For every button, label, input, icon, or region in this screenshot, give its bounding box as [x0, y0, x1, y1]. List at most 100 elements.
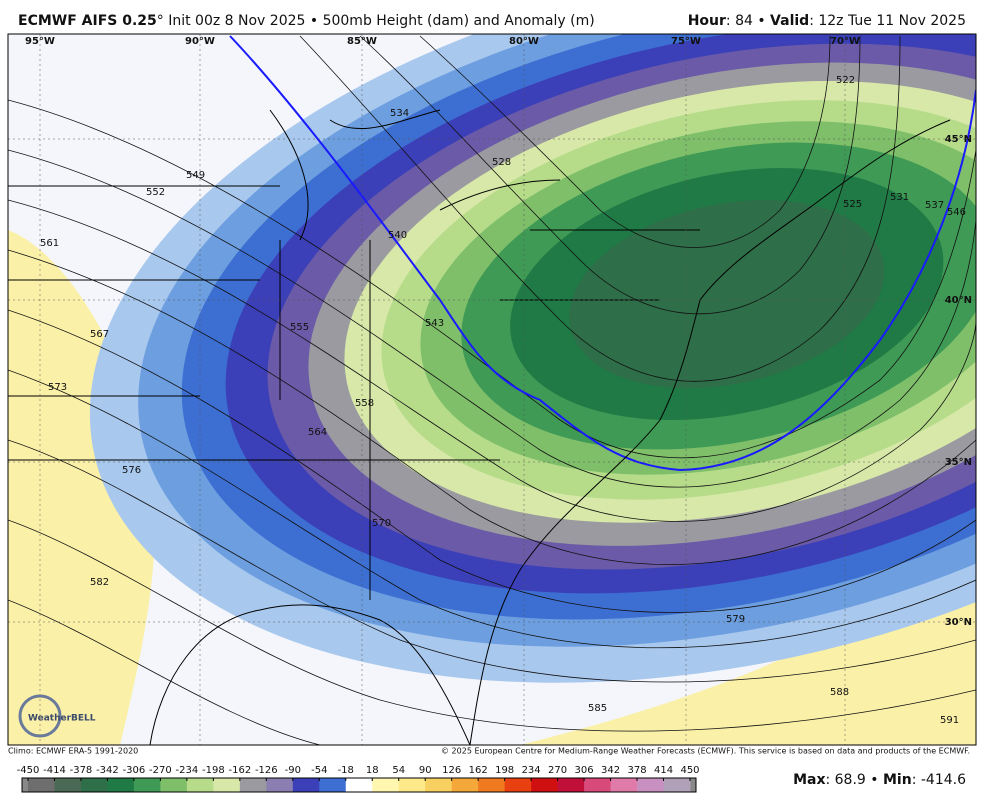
colorbar-tick-label: -126	[255, 765, 278, 776]
colorbar-tick-label: 54	[392, 765, 405, 776]
colorbar-swatch	[584, 778, 612, 792]
text-segment: Min	[883, 772, 912, 788]
colorbar-tick-label: 18	[366, 765, 379, 776]
text-segment: Valid	[770, 13, 809, 29]
contour-line	[8, 599, 321, 745]
anomaly-positive-southeast	[520, 540, 976, 745]
contour-line	[8, 199, 976, 522]
logo-swirl	[18, 694, 62, 738]
colorbar-swatch	[637, 778, 665, 792]
contour-line	[8, 99, 976, 459]
colorbar-swatch	[557, 778, 585, 792]
contour-label: 570	[372, 518, 391, 529]
colorbar-swatch	[292, 778, 320, 792]
anomaly-shading	[89, 34, 976, 683]
colorbar-tick-label: -450	[17, 765, 40, 776]
colorbar-tick-label: -414	[43, 765, 66, 776]
colorbar-swatch	[28, 778, 55, 792]
colorbar-tick-label: -18	[338, 765, 354, 776]
max-min-stats: Max: 68.9 • Min: -414.6	[793, 772, 966, 788]
colorbar-swatch	[80, 778, 108, 792]
contour-labels: 534 528 522 525 531 537 546 549 552 561 …	[40, 75, 966, 726]
logo-text: WeatherBELL	[28, 714, 96, 724]
contour-line	[8, 309, 976, 613]
colorbar-outline	[21, 777, 697, 793]
anomaly-band	[569, 199, 885, 389]
text-segment: : 12z Tue 11 Nov 2025	[809, 13, 966, 29]
text-segment: Hour	[688, 13, 726, 29]
longitude-label: 95°W	[25, 36, 55, 47]
atlantic-coast	[469, 119, 951, 745]
contour-line	[419, 35, 831, 248]
contour-label: 588	[830, 687, 849, 698]
colorbar-tick-label: -162	[228, 765, 251, 776]
contour-label: 534	[390, 108, 409, 119]
colorbar-swatch	[372, 778, 400, 792]
colorbar-tick-label: -342	[96, 765, 119, 776]
contour-label: 543	[425, 318, 444, 329]
colorbar-tick-label: -198	[202, 765, 225, 776]
contour-label: 573	[48, 382, 67, 393]
colorbar-swatch	[345, 778, 373, 792]
colorbar-swatch	[213, 778, 241, 792]
contour-label: 522	[836, 75, 855, 86]
colorbar-swatch	[478, 778, 506, 792]
longitude-label: 75°W	[671, 36, 701, 47]
contour-label: 552	[146, 187, 165, 198]
longitude-label: 90°W	[185, 36, 215, 47]
contour-label: 567	[90, 329, 109, 340]
graticule	[8, 34, 976, 745]
colorbar-swatch	[266, 778, 294, 792]
contour-label: 576	[122, 465, 141, 476]
contour-label: 591	[940, 715, 959, 726]
colorbar-tick-label: 414	[654, 765, 673, 776]
colorbar-swatch	[133, 778, 161, 792]
colorbar-tick-label: -54	[311, 765, 327, 776]
header-valid: Hour: 84 • Valid: 12z Tue 11 Nov 2025	[688, 13, 966, 29]
colorbar-tick-label: -270	[149, 765, 172, 776]
logo: WeatherBELL	[18, 694, 96, 738]
map-frame	[7, 33, 977, 746]
colorbar-swatch	[239, 778, 267, 792]
colorbar-tick-label: 234	[522, 765, 541, 776]
contour-line	[359, 35, 861, 315]
contour-line	[8, 149, 976, 488]
contour-label: 546	[947, 207, 966, 218]
colorbar-tick-label: 342	[601, 765, 620, 776]
contour-line	[8, 249, 976, 565]
longitude-label: 70°W	[830, 36, 860, 47]
colorbar-tick-label: 90	[419, 765, 432, 776]
colorbar-tick-label: 450	[680, 765, 699, 776]
colorbar-swatch	[319, 778, 347, 792]
gulf-coast	[149, 604, 471, 745]
latitude-label: 45°N	[945, 134, 972, 145]
contour-label: 531	[890, 192, 909, 203]
text-segment: ° Init 00z 8 Nov 2025 • 500mb Height (da…	[157, 13, 595, 29]
contour-line	[8, 439, 976, 683]
colorbar-tick-label: 162	[469, 765, 488, 776]
text-segment: : 84 •	[726, 13, 770, 29]
contour-label: 537	[925, 200, 944, 211]
height-contours	[8, 35, 976, 745]
contour-label: 525	[843, 199, 862, 210]
latitude-label: 40°N	[945, 295, 972, 306]
contour-label: 579	[726, 614, 745, 625]
colorbar: -450 -414 -378 -342 -306 -270 -234 -198 -162 -126…	[17, 765, 700, 793]
map-area: 534 528 522 525 531 537 546 549 552 561 …	[8, 34, 976, 745]
colorbar-swatch	[425, 778, 453, 792]
contour-label: 555	[290, 322, 309, 333]
contour-540-line	[229, 35, 976, 472]
longitude-label: 85°W	[347, 36, 377, 47]
colorbar-tick-label: -90	[285, 765, 301, 776]
text-segment: : -414.6	[912, 772, 966, 788]
colorbar-swatch	[504, 778, 532, 792]
contour-label: 549	[186, 170, 205, 181]
colorbar-swatch	[610, 778, 638, 792]
colorbar-tick-label: 126	[442, 765, 461, 776]
contour-label: 558	[355, 398, 374, 409]
graticule-labels: 95°W 90°W 85°W 80°W 75°W 70°W 45°N 40°N …	[25, 36, 972, 628]
contour-label: 561	[40, 238, 59, 249]
longitude-label: 80°W	[509, 36, 539, 47]
